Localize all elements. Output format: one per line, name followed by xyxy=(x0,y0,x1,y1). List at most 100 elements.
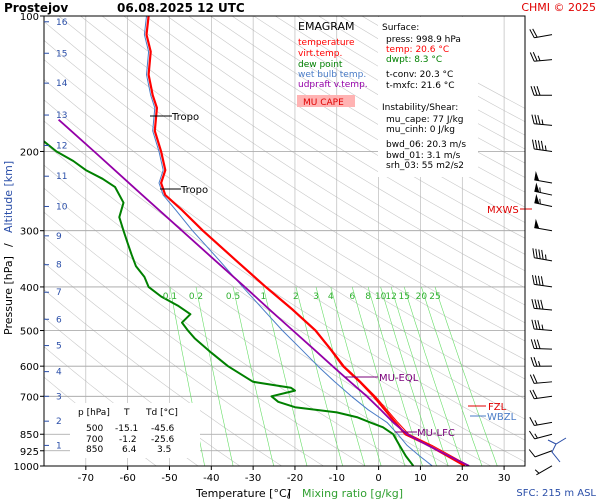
instability-heading: Instability/Shear: xyxy=(382,103,458,113)
profile-lines xyxy=(44,16,470,466)
wind-barb-full xyxy=(533,86,538,96)
wind-barb xyxy=(534,465,553,476)
wind-barb-full xyxy=(532,275,535,285)
wind-barb-staff xyxy=(534,59,553,62)
y-axis-label-group: Pressure [hPa] / Altitude [km] xyxy=(2,161,15,335)
altitude-tick-label: 9 xyxy=(56,232,62,242)
low-level-wind-trace xyxy=(547,437,567,463)
bwd-01-value: bwd_01: 3.1 m/s xyxy=(386,151,461,161)
mixing-ratio-label: 2 xyxy=(293,292,299,302)
wind-barb-full xyxy=(537,299,541,310)
level-markers xyxy=(150,115,532,433)
mixing-ratio-label: 15 xyxy=(398,292,409,302)
wind-barb-full xyxy=(532,248,535,258)
axis-ticks: -70 -60 -50 -40 -30 -20 -10 0 10 20 30 100 200 300 400… xyxy=(14,12,511,484)
wind-barb-staff xyxy=(534,450,553,458)
mu-cinh-value: mu_cinh: 0 J/kg xyxy=(386,125,455,135)
tropopause-label-upper: Tropo xyxy=(171,112,199,123)
level-table-bg xyxy=(70,403,200,458)
plot-frame xyxy=(43,15,526,467)
tropopause-label-lower: Tropo xyxy=(180,185,208,196)
wind-barb xyxy=(530,339,553,350)
wind-barb-flag xyxy=(534,218,540,229)
wind-barb-half xyxy=(541,119,544,125)
wind-barb xyxy=(531,319,553,332)
wind-barb-full xyxy=(537,140,541,150)
altitude-tick-label: 4 xyxy=(56,368,62,378)
wind-barb-flag xyxy=(534,171,540,181)
wind-barb-full xyxy=(536,339,541,349)
dry-adiabat-line xyxy=(44,59,525,380)
x-tick-label: 10 xyxy=(414,473,427,484)
wind-barb-full xyxy=(534,275,538,285)
mixing-ratio-label: 8 xyxy=(365,292,371,302)
wind-barb-full xyxy=(532,374,538,384)
surface-temp: temp: 20.6 °C xyxy=(386,45,449,55)
legend: EMAGRAM temperature virt.temp. dew point… xyxy=(297,20,368,108)
wind-barb xyxy=(529,51,553,62)
wind-barb-full xyxy=(532,51,538,62)
altitude-tick-label: 11 xyxy=(56,172,67,182)
mixing-ratio-label: 20 xyxy=(416,292,428,302)
wind-barb-full xyxy=(540,299,544,310)
level-table-cell: 500 xyxy=(86,424,103,434)
mixing-ratio-label: 0.5 xyxy=(226,292,240,302)
wind-barb-full xyxy=(529,374,535,384)
surface-tmxfc: t-mxfc: 21.6 °C xyxy=(386,81,455,91)
series-virt-temp-line xyxy=(265,286,470,466)
wind-barb-half xyxy=(534,469,540,474)
fzl-label: FZL xyxy=(488,402,507,413)
mixing-ratio-label: 0.2 xyxy=(189,292,203,302)
x-tick-label: -70 xyxy=(78,473,94,484)
mixing-ratio-line xyxy=(232,286,274,466)
wind-barb-full xyxy=(529,52,535,62)
wind-barb-staff xyxy=(534,34,553,39)
surface-tconv: t-conv: 20.3 °C xyxy=(386,70,453,80)
wind-barb xyxy=(529,28,553,39)
mu-cape-value: mu_cape: 77 J/kg xyxy=(386,115,464,125)
bwd-06-value: bwd_06: 20.3 m/s xyxy=(386,140,466,150)
wind-barb-half xyxy=(534,433,538,439)
x-axis-label-mixing: Mixing ratio [g/kg] xyxy=(302,487,403,500)
wind-barb-full xyxy=(540,140,544,151)
credit-label: CHMI © 2025 xyxy=(521,1,596,14)
wind-barb-staff xyxy=(534,421,553,426)
wind-barb-full xyxy=(534,299,538,309)
dry-adiabat-line xyxy=(123,16,525,272)
series-wet-bulb-temp-line xyxy=(143,16,433,466)
dry-adiabat-line xyxy=(80,16,525,306)
pressure-tick-label: 500 xyxy=(20,327,39,338)
wind-barb-flag xyxy=(534,193,540,204)
dry-adiabat-line xyxy=(101,16,525,289)
level-table-cell: -1.2 xyxy=(119,435,137,445)
srh-03-value: srh_03: 55 m2/s2 xyxy=(386,161,464,171)
dry-adiabat-line xyxy=(44,79,525,400)
wind-barb-staff xyxy=(534,227,553,232)
level-table-header-p: p [hPa] xyxy=(78,408,110,418)
wind-barb xyxy=(528,430,553,440)
y-axis-label-pressure: Pressure [hPa] xyxy=(2,256,15,335)
x-tick-label: 30 xyxy=(498,473,511,484)
level-table-header-td: Td [°C] xyxy=(145,408,178,418)
wind-barb-full xyxy=(528,449,536,458)
level-table-cell: 6.4 xyxy=(122,445,137,455)
mxws-label: MXWS xyxy=(487,205,519,216)
wind-barb-half xyxy=(534,420,538,426)
wind-barb xyxy=(531,298,553,311)
series-temperatureline xyxy=(145,16,466,466)
wind-barb-full xyxy=(534,319,538,330)
wind-barb-full xyxy=(532,389,538,399)
altitude-tick-label: 1 xyxy=(56,441,62,451)
level-table-cell: -25.6 xyxy=(151,435,175,445)
wind-barb-flag xyxy=(534,182,540,193)
altitude-tick-label: 3 xyxy=(56,392,62,402)
wind-barb-full xyxy=(534,114,538,125)
wind-barbs xyxy=(528,28,567,476)
wind-barb-full xyxy=(532,28,538,38)
wind-barb xyxy=(529,416,553,426)
altitude-tick-label: 5 xyxy=(56,342,62,352)
x-axis-label-separator: / xyxy=(287,487,291,500)
wind-barb-staff xyxy=(533,348,553,350)
altitude-tick-label: 2 xyxy=(56,417,62,427)
mixing-ratio-line xyxy=(403,286,464,466)
